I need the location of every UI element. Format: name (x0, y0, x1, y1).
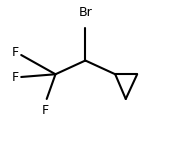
Text: F: F (12, 46, 19, 59)
Text: F: F (41, 104, 48, 117)
Text: F: F (12, 71, 19, 84)
Text: Br: Br (79, 6, 92, 19)
